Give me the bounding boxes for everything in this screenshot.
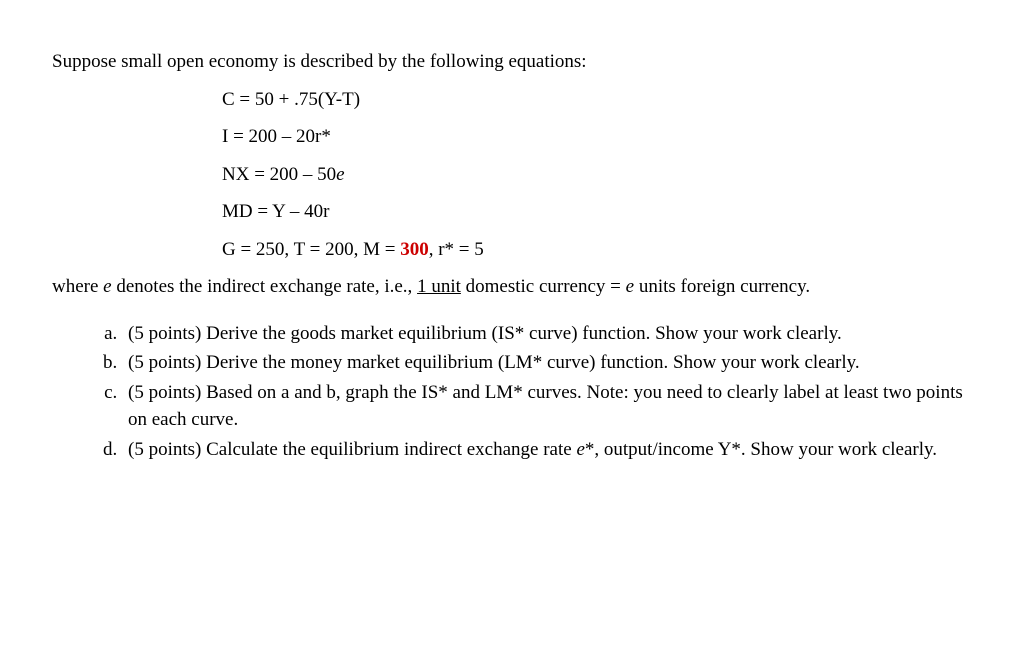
equation-nx-text: NX = 200 – 50 [222, 164, 336, 185]
question-d-suffix: *, output/income Y*. Show your work clea… [585, 439, 937, 460]
equation-md: MD = Y – 40r [222, 198, 972, 226]
equation-g-suffix: , r* = 5 [429, 239, 484, 260]
question-a: (5 points) Derive the goods market equil… [122, 320, 972, 348]
intro-text: Suppose small open economy is described … [52, 48, 972, 76]
where-suffix: units foreign currency. [634, 276, 810, 297]
equation-g-prefix: G = 250, T = 200, M = [222, 239, 400, 260]
equation-g: G = 250, T = 200, M = 300, r* = 5 [222, 236, 972, 264]
where-mid2: domestic currency = [461, 276, 626, 297]
questions-list: (5 points) Derive the goods market equil… [94, 320, 972, 464]
equation-c: C = 50 + .75(Y-T) [222, 86, 972, 114]
where-mid1: denotes the indirect exchange rate, i.e.… [112, 276, 417, 297]
question-b: (5 points) Derive the money market equil… [122, 349, 972, 377]
question-c: (5 points) Based on a and b, graph the I… [122, 379, 972, 434]
equation-g-red: 300 [400, 239, 429, 260]
question-d-e: e [576, 439, 584, 460]
equation-i: I = 200 – 20r* [222, 123, 972, 151]
where-unit: 1 unit [417, 276, 461, 297]
where-prefix: where [52, 276, 103, 297]
question-d: (5 points) Calculate the equilibrium ind… [122, 436, 972, 464]
where-e: e [103, 276, 111, 297]
equations-block: C = 50 + .75(Y-T) I = 200 – 20r* NX = 20… [222, 86, 972, 264]
question-d-prefix: (5 points) Calculate the equilibrium ind… [128, 439, 576, 460]
equation-nx: NX = 200 – 50e [222, 161, 972, 189]
where-text: where e denotes the indirect exchange ra… [52, 273, 972, 301]
equation-nx-e: e [336, 164, 344, 185]
where-e2: e [626, 276, 634, 297]
